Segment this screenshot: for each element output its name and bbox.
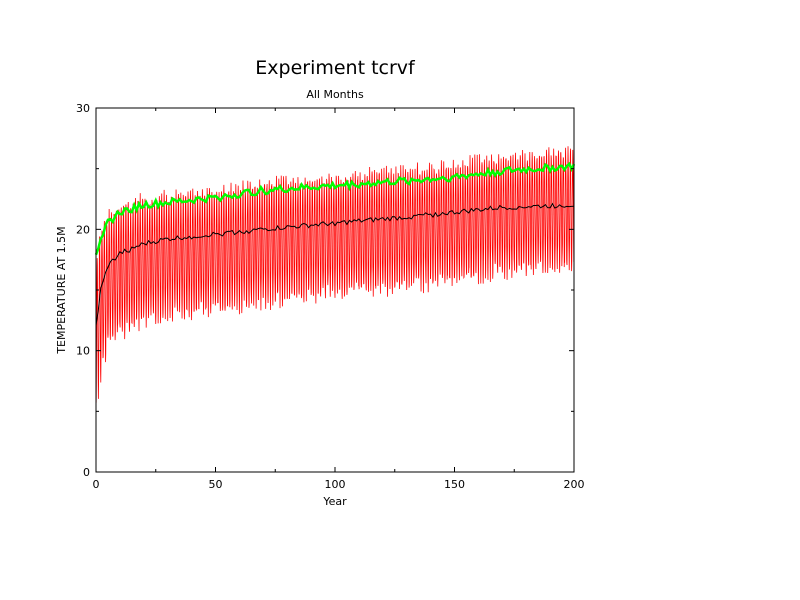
tick-layer: 0 50 100 150 200 0 10 20 30 xyxy=(76,102,585,491)
x-tick-label: 0 xyxy=(93,478,100,491)
y-tick-label: 20 xyxy=(76,223,90,236)
x-axis-label: Year xyxy=(322,495,347,508)
series-annual-mean-line xyxy=(95,202,575,326)
y-tick-label: 30 xyxy=(76,102,90,115)
x-tick-label: 100 xyxy=(325,478,346,491)
x-tick-label: 50 xyxy=(209,478,223,491)
series-annual-max-line xyxy=(94,161,576,256)
y-tick-label: 10 xyxy=(76,345,90,358)
series-monthly-line xyxy=(95,146,575,404)
chart-subtitle: All Months xyxy=(306,88,364,101)
series-layer xyxy=(94,146,576,404)
x-tick-label: 200 xyxy=(564,478,585,491)
y-tick-label: 0 xyxy=(83,466,90,479)
x-tick-label: 150 xyxy=(444,478,465,491)
chart-title: Experiment tcrvf xyxy=(255,57,416,79)
y-axis-label: TEMPERATURE AT 1.5M xyxy=(55,226,68,354)
